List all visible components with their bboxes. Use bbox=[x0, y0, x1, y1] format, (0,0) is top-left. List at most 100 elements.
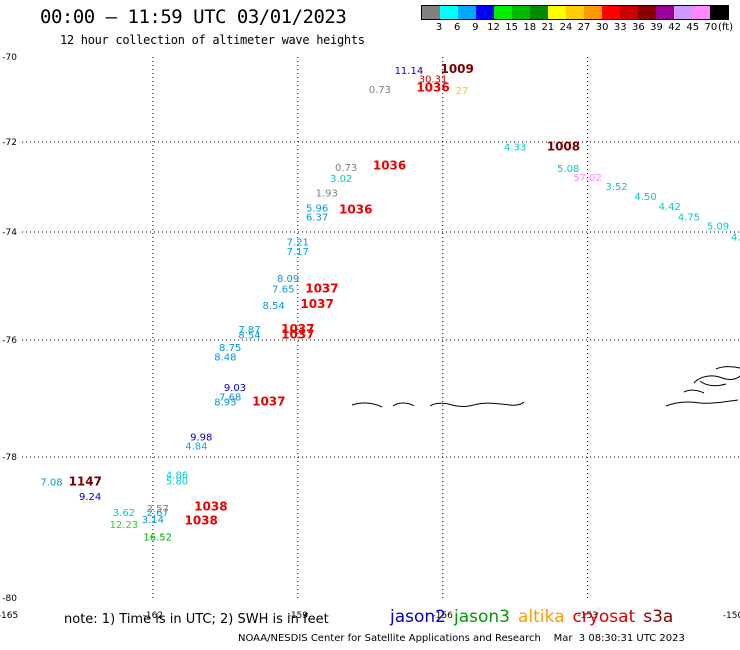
wave-height-label: 7.08 bbox=[40, 478, 62, 489]
wave-height-label: 9.03 bbox=[224, 383, 246, 394]
coastline-segment bbox=[665, 399, 739, 407]
colorbar-swatch bbox=[620, 6, 638, 19]
wave-height-label: 5.08 bbox=[557, 164, 579, 175]
coastline-segment bbox=[351, 402, 383, 408]
legend-cryosat: cryosat bbox=[572, 607, 636, 627]
colorbar-swatch bbox=[656, 6, 674, 19]
colorbar-label: 33 bbox=[613, 22, 627, 33]
colorbar-swatch bbox=[530, 6, 548, 19]
legend-altika: altika bbox=[518, 607, 565, 627]
colorbar-swatch bbox=[440, 6, 458, 19]
coastline-segment bbox=[429, 401, 525, 408]
colorbar-swatch bbox=[548, 6, 566, 19]
wave-height-label: 12.23 bbox=[110, 520, 139, 531]
wave-height-label: 8.93 bbox=[214, 397, 236, 408]
legend-s3a: s3a bbox=[643, 607, 674, 627]
wave-height-label: 4.84 bbox=[185, 441, 207, 452]
wave-height-label: 4.33 bbox=[504, 143, 526, 154]
wave-height-label: 5.96 bbox=[306, 203, 328, 214]
pressure-label: 1038 bbox=[184, 513, 217, 527]
footer-note: note: 1) Time is in UTC; 2) SWH is in fe… bbox=[64, 612, 329, 627]
colorbar-labels: (ft) 3 6 9 12 15 18 21 24 27 30 33 36 39 42 45 70 bbox=[421, 22, 740, 34]
pressure-label: 1009 bbox=[440, 62, 473, 76]
longitude-label: -159 bbox=[288, 611, 309, 621]
wave-height-label: 8.75 bbox=[219, 343, 241, 354]
wave-height-label: 4.50 bbox=[634, 192, 656, 203]
longitude-label: -162 bbox=[143, 611, 163, 621]
wave-height-label: 3.14 bbox=[142, 515, 164, 526]
wave-height-label: 1.93 bbox=[316, 188, 338, 199]
longitude-label: -156 bbox=[432, 611, 453, 621]
latitude-label: -78 bbox=[2, 453, 17, 463]
colorbar-swatch bbox=[566, 6, 584, 19]
colorbar-label: 30 bbox=[595, 22, 609, 33]
colorbar-swatch bbox=[494, 6, 512, 19]
pressure-label: 1036 bbox=[416, 81, 449, 95]
wave-height-colorbar bbox=[421, 5, 729, 20]
map-subtitle: 12 hour collection of altimeter wave hei… bbox=[60, 33, 365, 47]
coastline-segment bbox=[683, 389, 705, 394]
colorbar-swatch bbox=[458, 6, 476, 19]
colorbar-label: 3 bbox=[435, 22, 443, 33]
footer-credit: NOAA/NESDIS Center for Satellite Applica… bbox=[238, 633, 685, 644]
wave-height-label: 8.54 bbox=[238, 331, 260, 342]
wave-height-label: 4.42 bbox=[659, 202, 681, 213]
colorbar-label: 39 bbox=[650, 22, 663, 33]
colorbar-unit: (ft) bbox=[718, 22, 734, 33]
colorbar-swatch bbox=[512, 6, 530, 19]
pressure-label: 1037 bbox=[281, 328, 314, 342]
wave-height-label: 2.67 bbox=[147, 508, 169, 519]
colorbar-label: 9 bbox=[472, 22, 479, 33]
colorbar-swatch bbox=[710, 6, 728, 19]
antarctic-coastline bbox=[351, 366, 740, 408]
longitude-label: -150 bbox=[723, 611, 740, 621]
colorbar-swatch bbox=[422, 6, 440, 19]
wave-height-label: 5.80 bbox=[166, 476, 188, 487]
coastline-segment bbox=[699, 380, 727, 387]
wave-height-label: 9.98 bbox=[190, 433, 212, 444]
colorbar-label: 70 bbox=[704, 22, 718, 33]
satellite-legend: jason2 jason3 altika cryosat s3a bbox=[390, 607, 681, 627]
wave-height-label: 27 bbox=[456, 86, 469, 97]
wave-height-label: 3.02 bbox=[330, 174, 352, 185]
wave-height-label: 2.57 bbox=[147, 504, 169, 515]
colorbar-swatch bbox=[584, 6, 602, 19]
wave-height-label: 7.17 bbox=[287, 247, 309, 258]
wave-height-label: 4.06 bbox=[731, 232, 740, 243]
colorbar-label: 42 bbox=[668, 22, 682, 33]
colorbar-swatch bbox=[602, 6, 620, 19]
longitude-label: -153 bbox=[577, 611, 597, 621]
wave-height-label: 7.68 bbox=[219, 393, 241, 404]
colorbar-label: 21 bbox=[541, 22, 555, 33]
colorbar-swatch bbox=[674, 6, 692, 19]
wave-height-label: 6.37 bbox=[306, 212, 328, 223]
colorbar-label: 36 bbox=[632, 22, 645, 33]
wave-height-label: 9.24 bbox=[79, 492, 101, 503]
wave-height-label: 3.62 bbox=[113, 508, 135, 519]
latitude-label: -80 bbox=[2, 594, 17, 604]
legend-jason3: jason3 bbox=[454, 607, 510, 627]
longitude-label: -165 bbox=[0, 611, 18, 621]
colorbar-label: 45 bbox=[686, 22, 700, 33]
wave-height-label: 8.48 bbox=[214, 352, 236, 363]
wave-height-label: 0.73 bbox=[369, 85, 391, 96]
map-title: 00:00 – 11:59 UTC 03/01/2023 bbox=[40, 6, 347, 28]
colorbar-swatch bbox=[692, 6, 710, 19]
pressure-label: 1036 bbox=[339, 203, 372, 217]
wave-height-label: 30.31 bbox=[419, 74, 448, 85]
colorbar-swatch bbox=[476, 6, 494, 19]
pressure-label: 1037 bbox=[252, 394, 285, 408]
pressure-label: 1037 bbox=[281, 322, 314, 336]
latitude-labels: -70 -72 -74 -76 -78 -80 bbox=[2, 53, 17, 604]
latitude-label: -70 bbox=[2, 53, 17, 63]
latitude-label: -74 bbox=[2, 228, 17, 238]
wave-height-label: 5.09 bbox=[707, 221, 729, 232]
colorbar-label: 6 bbox=[454, 22, 461, 33]
pressure-label: 1037 bbox=[300, 297, 333, 311]
wave-height-label: 8.09 bbox=[277, 274, 299, 285]
wave-height-label: 7.87 bbox=[238, 325, 260, 336]
wave-height-label: 11.14 bbox=[395, 66, 424, 77]
latitude-label: -76 bbox=[2, 336, 17, 346]
